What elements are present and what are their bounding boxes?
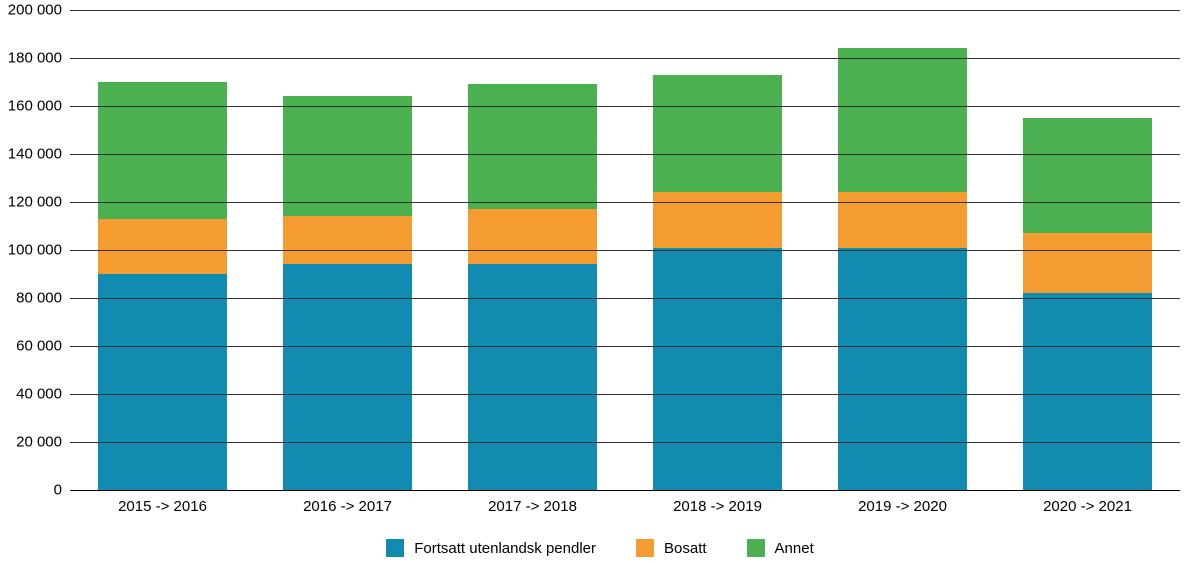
y-tick-label: 0 [54,482,70,499]
gridline [70,298,1180,299]
bar-segment-bosatt [98,219,228,274]
legend-item-fortsatt: Fortsatt utenlandsk pendler [386,539,596,557]
y-tick-label: 40 000 [16,386,70,403]
bar-segment-annet [468,84,598,209]
x-tick-label: 2019 -> 2020 [858,498,947,515]
plot-area: 2015 -> 20162016 -> 20172017 -> 20182018… [70,10,1180,490]
x-tick-label: 2017 -> 2018 [488,498,577,515]
y-tick-label: 180 000 [8,50,70,67]
gridline [70,394,1180,395]
y-tick-label: 60 000 [16,338,70,355]
legend-swatch [747,539,765,557]
bar-segment-annet [283,96,413,216]
bar-segment-annet [1023,118,1153,233]
bar-segment-annet [653,75,783,193]
gridline [70,154,1180,155]
y-tick-label: 120 000 [8,194,70,211]
gridline [70,202,1180,203]
bar-segment-fortsatt [653,248,783,490]
bar-segment-fortsatt [1023,293,1153,490]
y-tick-label: 100 000 [8,242,70,259]
y-tick-label: 140 000 [8,146,70,163]
legend-item-annet: Annet [747,539,814,557]
bar-segment-annet [838,48,968,192]
gridline [70,58,1180,59]
y-tick-label: 160 000 [8,98,70,115]
x-tick-label: 2018 -> 2019 [673,498,762,515]
bar-segment-bosatt [1023,233,1153,293]
y-tick-label: 200 000 [8,2,70,19]
bar-segment-bosatt [283,216,413,264]
legend-item-bosatt: Bosatt [636,539,707,557]
x-tick-label: 2015 -> 2016 [118,498,207,515]
legend-label: Annet [775,540,814,557]
legend-label: Bosatt [664,540,707,557]
gridline [70,490,1180,491]
x-tick-label: 2016 -> 2017 [303,498,392,515]
legend-label: Fortsatt utenlandsk pendler [414,540,596,557]
bar-segment-annet [98,82,228,219]
x-tick-label: 2020 -> 2021 [1043,498,1132,515]
bar-segment-bosatt [468,209,598,264]
bar-segment-fortsatt [98,274,228,490]
legend-swatch [386,539,404,557]
gridline [70,250,1180,251]
y-tick-label: 80 000 [16,290,70,307]
gridline [70,346,1180,347]
stacked-bar-chart: 2015 -> 2016 2016 -> 2017 2017 -> 2018 2018… [0,0,1200,563]
bar-segment-bosatt [653,192,783,247]
y-tick-label: 20 000 [16,434,70,451]
bar-segment-bosatt [838,192,968,247]
gridline [70,442,1180,443]
legend-swatch [636,539,654,557]
legend: Fortsatt utenlandsk pendler Bosatt Annet [0,539,1200,557]
bar-segment-fortsatt [838,248,968,490]
gridline [70,106,1180,107]
gridline [70,10,1180,11]
